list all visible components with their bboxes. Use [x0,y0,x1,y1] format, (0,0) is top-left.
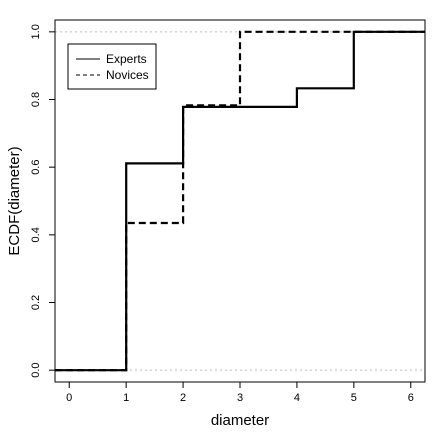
y-tick-label: 0.6 [30,160,42,175]
x-tick-label: 2 [180,392,186,404]
x-tick-label: 6 [408,392,414,404]
y-tick-label: 0.4 [30,227,42,242]
series-line-experts [55,30,425,372]
x-axis: 0 1 2 3 4 5 6 [66,382,414,404]
legend-label-experts: Experts [106,52,147,66]
legend: Experts Novices [67,43,157,90]
x-tick-label: 4 [294,392,300,404]
y-axis: 0.0 0.2 0.4 0.6 0.8 1.0 [30,24,55,378]
x-tick-label: 1 [123,392,129,404]
legend-box [67,43,157,90]
y-tick-label: 0.2 [30,295,42,310]
series-line-novices [55,30,425,372]
x-tick-label: 0 [66,392,72,404]
y-tick-label: 1.0 [30,24,42,39]
x-tick-label: 3 [237,392,243,404]
x-axis-label: diameter [211,412,269,429]
series-layer [55,30,425,372]
legend-label-novices: Novices [106,68,149,82]
x-tick-label: 5 [351,392,357,404]
y-tick-label: 0.8 [30,92,42,107]
y-tick-label: 0.0 [30,363,42,378]
y-axis-label: ECDF(diameter) [6,146,23,255]
